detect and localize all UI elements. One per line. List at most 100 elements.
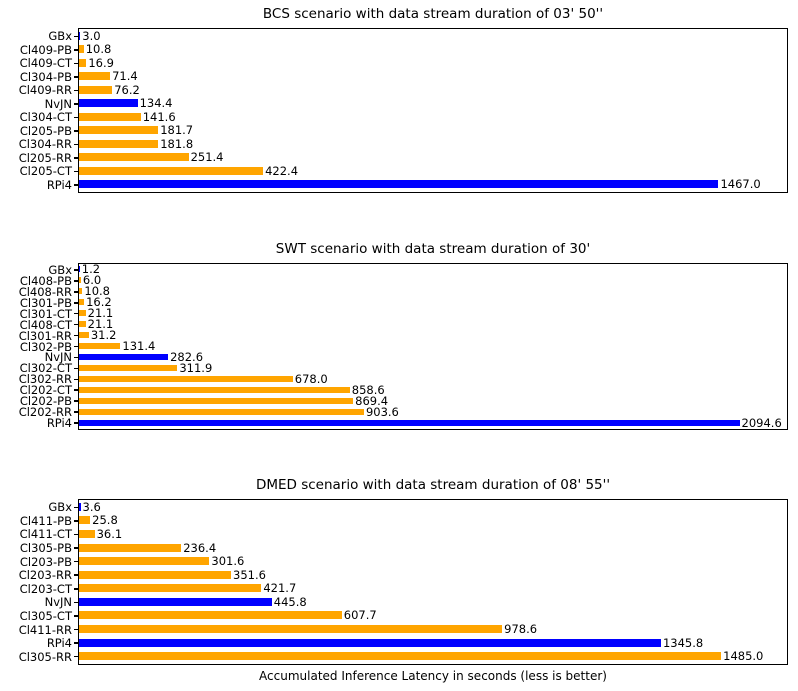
bar-GBx (79, 31, 81, 40)
y-tick-mark (73, 367, 78, 370)
bar-Cl301-CT (79, 310, 86, 317)
y-tick-label-Cl411-CT: Cl411-CT (19, 527, 72, 542)
bar-GBx (79, 266, 80, 273)
y-tick-label-Cl203-RR: Cl203-RR (18, 568, 72, 583)
y-tick-label-Cl409-CT: Cl409-CT (19, 56, 72, 71)
y-tick-label-Cl305-CT: Cl305-CT (19, 608, 72, 623)
chart-title-bcs: BCS scenario with data stream duration o… (262, 6, 604, 22)
bar-Cl301-RR (79, 332, 89, 339)
bar-Cl305-PB (79, 543, 182, 552)
bar-value-label: 301.6 (211, 554, 245, 569)
bar-Cl302-PB (79, 343, 121, 349)
y-tick-label-Cl301-PB: Cl301-PB (19, 295, 72, 310)
bar-value-label: 36.1 (96, 526, 123, 541)
y-tick-mark (73, 312, 78, 315)
y-tick-mark (73, 506, 78, 509)
bar-value-label: 1345.8 (662, 635, 704, 650)
bar-value-label: 16.2 (86, 295, 112, 310)
chart-title-swt: SWT scenario with data stream duration o… (275, 241, 591, 257)
y-tick-label-Cl203-PB: Cl203-PB (19, 554, 72, 569)
y-tick-mark (73, 62, 78, 64)
bar-value-label: 1.2 (81, 262, 101, 277)
bar-value-label: 31.2 (90, 328, 117, 343)
bar-Cl203-PB (79, 557, 210, 566)
y-tick-mark (73, 400, 78, 402)
y-tick-mark (73, 411, 78, 413)
bar-value-label: 21.1 (87, 317, 114, 332)
y-tick-label-Cl202-RR: Cl202-RR (18, 405, 72, 420)
y-tick-mark (73, 103, 78, 105)
y-tick-mark (73, 116, 78, 118)
y-tick-mark (73, 655, 78, 658)
bar-value-label: 869.4 (355, 393, 389, 408)
bar-value-label: 858.6 (351, 382, 385, 397)
bar-value-label: 978.6 (504, 622, 538, 637)
y-tick-label-Cl305-RR: Cl305-RR (18, 649, 72, 664)
y-tick-mark (73, 35, 78, 37)
y-tick-label-NvJN: NvJN (44, 595, 72, 610)
bar-value-label: 181.7 (160, 123, 194, 138)
y-tick-mark (73, 356, 78, 359)
bar-value-label: 421.7 (263, 581, 297, 596)
bar-Cl411-PB (79, 516, 91, 525)
y-tick-mark (73, 601, 78, 604)
bar-RPi4 (79, 180, 719, 189)
bar-value-label: 3.0 (82, 28, 101, 43)
chart-title-dmed: DMED scenario with data stream duration … (255, 477, 611, 493)
y-tick-mark (73, 520, 78, 522)
y-tick-label-Cl305-PB: Cl305-PB (19, 541, 72, 556)
bar-value-label: 25.8 (92, 513, 118, 528)
bar-Cl305-CT (79, 611, 342, 620)
y-tick-mark (73, 130, 78, 132)
bar-GBx (79, 502, 81, 511)
y-tick-label-RPi4: RPi4 (46, 416, 72, 431)
y-tick-label-Cl302-RR: Cl302-RR (18, 372, 72, 387)
y-tick-label-GBx: GBx (48, 500, 72, 515)
bar-value-label: 351.6 (233, 567, 266, 582)
y-tick-label-NvJN: NvJN (44, 96, 72, 111)
y-tick-label-Cl408-PB: Cl408-PB (19, 273, 72, 288)
y-tick-label-Cl301-RR: Cl301-RR (18, 328, 72, 343)
bar-Cl203-CT (79, 584, 262, 593)
y-tick-label-Cl205-CT: Cl205-CT (19, 164, 72, 179)
bar-Cl409-RR (79, 85, 113, 94)
y-tick-mark (73, 547, 78, 549)
y-tick-label-Cl302-PB: Cl302-PB (19, 339, 72, 354)
y-tick-mark (73, 89, 78, 91)
y-tick-mark (73, 422, 78, 424)
y-tick-label-Cl408-RR: Cl408-RR (18, 284, 72, 299)
y-tick-mark (73, 378, 78, 381)
plot-area-swt: 1.2 6.0 10.8 16.2 21.1 21.1 31.2 131.4 282.6 311.… (78, 262, 788, 430)
y-tick-label-Cl205-RR: Cl205-RR (18, 150, 72, 165)
y-tick-label-Cl203-CT: Cl203-CT (19, 581, 72, 596)
bar-value-label: 76.2 (114, 82, 140, 97)
y-tick-label-Cl302-CT: Cl302-CT (19, 361, 72, 376)
bar-RPi4 (79, 419, 740, 426)
y-tick-label-RPi4: RPi4 (46, 177, 72, 192)
bar-Cl202-PB (79, 397, 354, 404)
bar-value-label: 131.4 (122, 339, 156, 353)
bar-Cl304-PB (79, 72, 111, 81)
bar-Cl202-CT (79, 386, 350, 393)
bar-Cl205-CT (79, 166, 264, 175)
y-tick-mark (73, 389, 78, 391)
bar-Cl409-PB (79, 45, 84, 54)
y-tick-label-Cl304-CT: Cl304-CT (19, 110, 72, 125)
y-tick-label-Cl301-CT: Cl301-CT (19, 306, 72, 321)
y-tick-mark (73, 345, 78, 348)
y-tick-mark (73, 269, 78, 271)
bar-Cl305-RR (79, 652, 722, 661)
bar-value-label: 311.9 (179, 360, 213, 375)
bar-value-label: 607.7 (343, 608, 377, 623)
y-tick-mark (73, 76, 78, 78)
y-tick-label-NvJN: NvJN (44, 350, 72, 365)
y-tick-label-Cl304-PB: Cl304-PB (19, 69, 72, 84)
y-tick-mark (73, 143, 78, 145)
bar-Cl304-CT (79, 112, 141, 121)
bar-value-label: 903.6 (365, 404, 399, 419)
bar-Cl408-RR (79, 288, 83, 295)
bar-Cl302-RR (79, 375, 293, 382)
bar-Cl304-RR (79, 139, 159, 148)
y-tick-label-Cl304-RR: Cl304-RR (18, 137, 72, 152)
